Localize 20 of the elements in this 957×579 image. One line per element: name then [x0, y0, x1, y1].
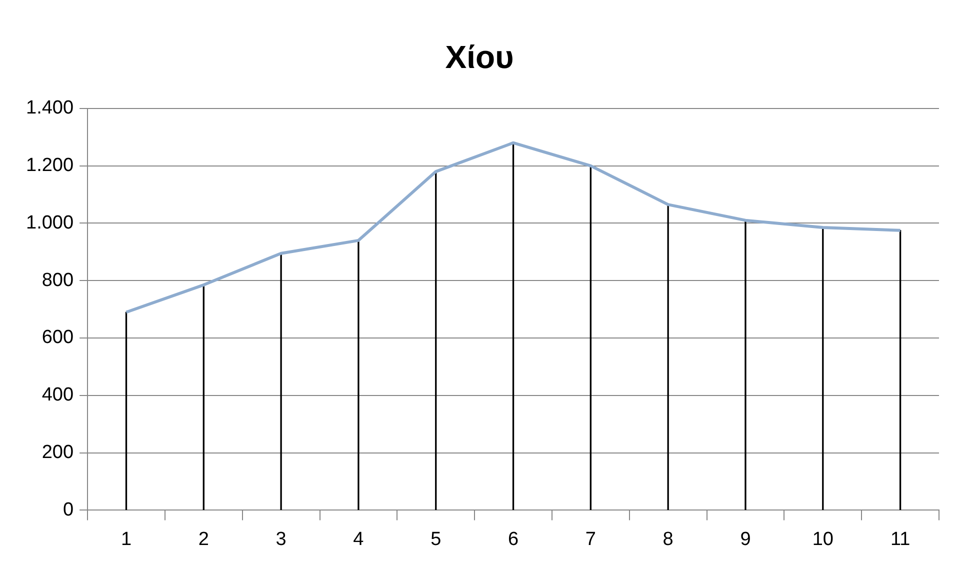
y-tick-label: 1.400 — [26, 98, 74, 119]
y-tick-label: 400 — [42, 384, 74, 406]
x-tick-label: 4 — [353, 528, 364, 550]
x-tick-label: 2 — [198, 528, 209, 550]
y-tick-label: 600 — [42, 327, 74, 348]
y-tick-label: 200 — [42, 442, 74, 464]
x-tick-label: 10 — [812, 528, 834, 550]
chart-title: Χίου — [445, 39, 514, 76]
y-tick-label: 1.000 — [26, 212, 74, 234]
x-tick-label: 1 — [120, 528, 132, 550]
y-tick-label: 0 — [62, 499, 74, 520]
x-tick-label: 3 — [276, 528, 286, 550]
x-tick-label: 6 — [508, 528, 519, 550]
x-tick-label: 11 — [890, 528, 910, 550]
x-tick-label: 7 — [585, 528, 596, 550]
x-tick-label: 5 — [430, 528, 442, 550]
y-tick-label: 800 — [42, 270, 74, 291]
x-tick-label: 8 — [662, 528, 674, 550]
y-tick-label: 1.200 — [26, 155, 74, 176]
x-tick-label: 9 — [740, 528, 751, 550]
